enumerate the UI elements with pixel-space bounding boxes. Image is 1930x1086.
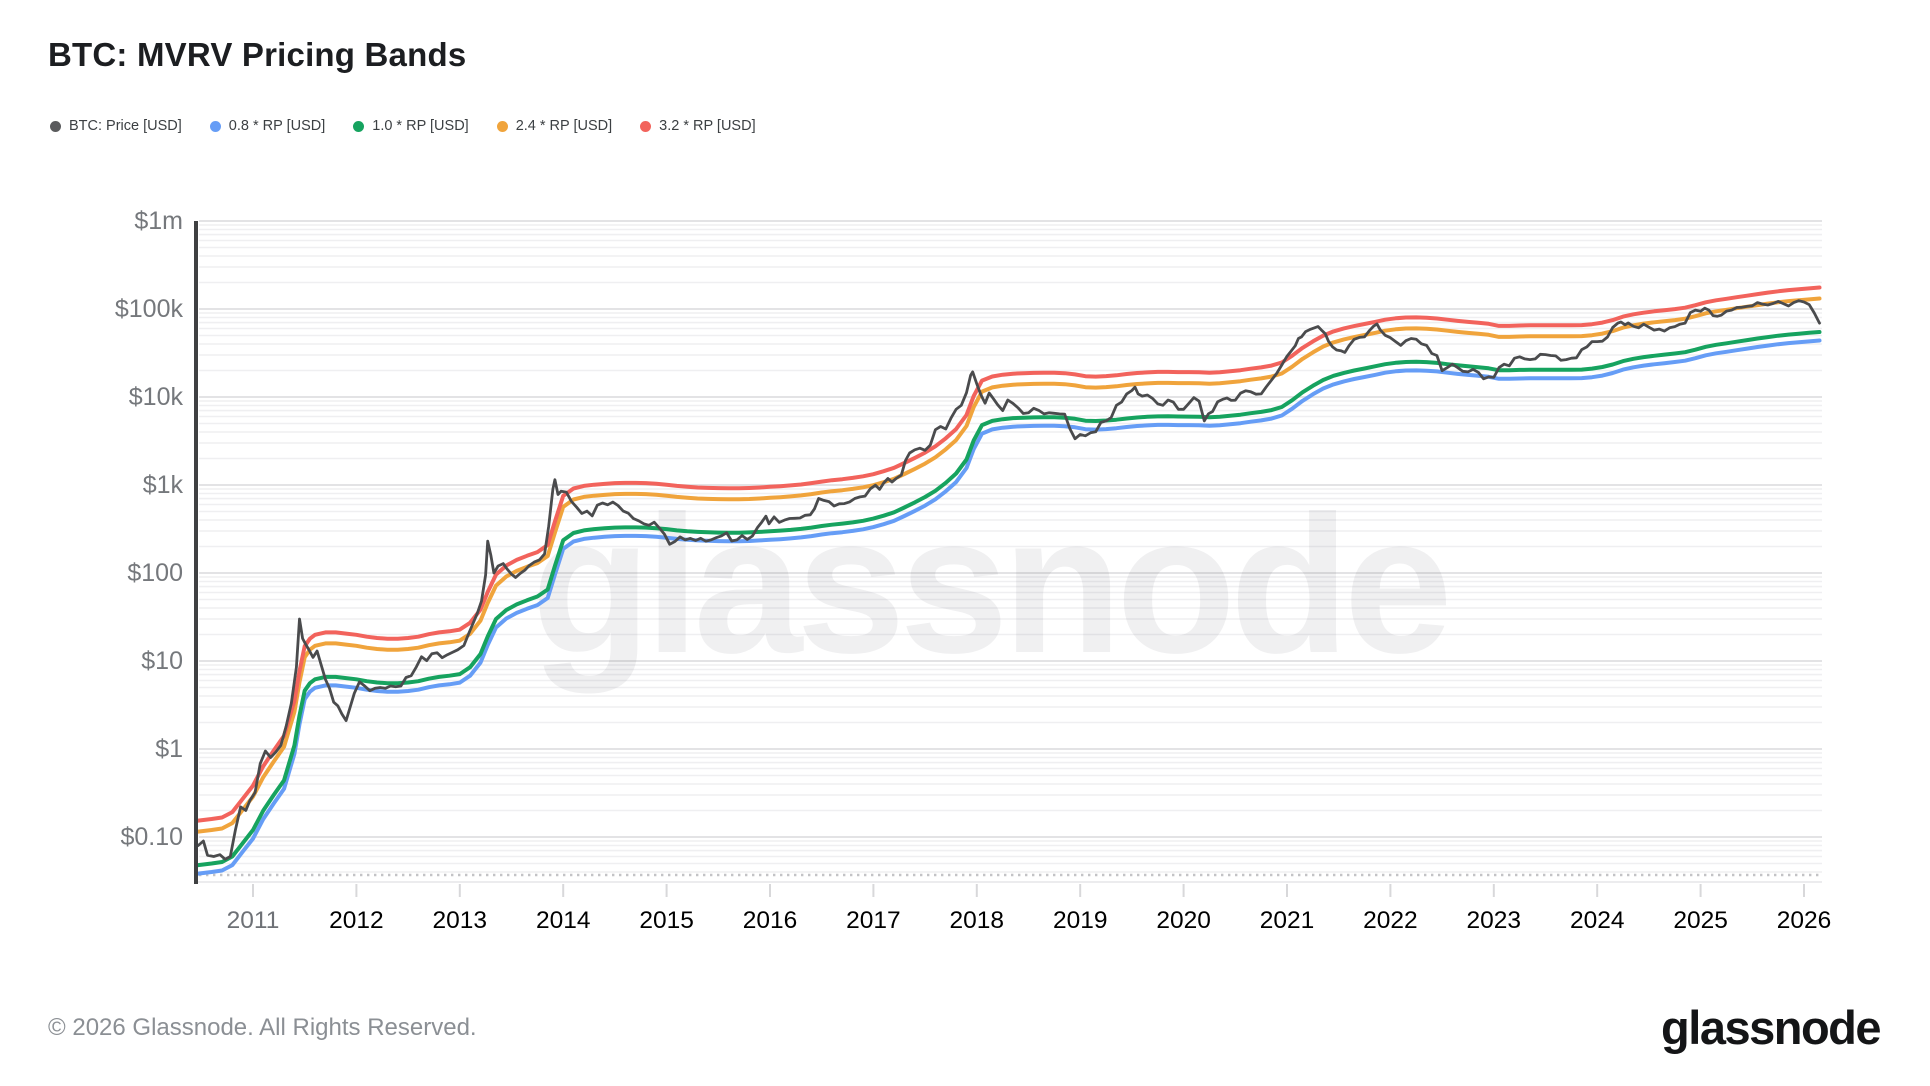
x-axis-label: 2023 xyxy=(1467,907,1522,934)
y-axis-label: $100 xyxy=(127,559,183,587)
y-axis-label: $0.10 xyxy=(120,823,183,851)
x-axis-label: 2024 xyxy=(1570,907,1625,934)
y-axis-label: $1m xyxy=(134,207,183,235)
glassnode-watermark: glassnode xyxy=(531,475,1446,694)
glassnode-logo: glassnode xyxy=(1661,1001,1881,1054)
x-axis-label: 2021 xyxy=(1260,907,1315,934)
legend-label: 1.0 * RP [USD] xyxy=(372,118,469,134)
y-axis-label: $1k xyxy=(143,471,184,499)
x-axis-label: 2013 xyxy=(433,907,488,934)
x-axis-label: 2015 xyxy=(639,907,694,934)
legend-swatch-2-4-rp-icon xyxy=(496,120,508,132)
legend-swatch-0-8-rp-icon xyxy=(209,120,221,132)
y-axis-label: $10k xyxy=(129,383,184,411)
chart-legend: BTC: Price [USD] 0.8 * RP [USD] 1.0 * RP… xyxy=(50,118,756,134)
x-axis-label: 2022 xyxy=(1363,907,1418,934)
legend-label: 3.2 * RP [USD] xyxy=(659,118,756,134)
x-axis-label: 2012 xyxy=(329,907,384,934)
series-4-line xyxy=(198,285,1822,823)
y-axis-label: $1 xyxy=(155,735,183,763)
legend-label: BTC: Price [USD] xyxy=(69,118,182,134)
x-axis-label: 2011 xyxy=(227,907,280,934)
legend-swatch-1-0-rp-icon xyxy=(353,120,365,132)
legend-swatch-3-2-rp-icon xyxy=(640,120,652,132)
legend-item-0-8-rp[interactable]: 0.8 * RP [USD] xyxy=(209,118,326,134)
legend-item-1-0-rp[interactable]: 1.0 * RP [USD] xyxy=(353,118,469,134)
series-3-line xyxy=(198,296,1822,834)
x-axis-label: 2020 xyxy=(1156,907,1211,934)
copyright-text: © 2026 Glassnode. All Rights Reserved. xyxy=(48,1014,477,1041)
y-axis-label: $100k xyxy=(115,295,184,323)
x-axis-label: 2014 xyxy=(536,907,591,934)
legend-item-2-4-rp[interactable]: 2.4 * RP [USD] xyxy=(496,118,613,134)
legend-label: 0.8 * RP [USD] xyxy=(228,118,326,134)
y-axis-label: $10 xyxy=(141,647,183,675)
legend-label: 2.4 * RP [USD] xyxy=(515,118,613,134)
x-axis-label: 2017 xyxy=(846,907,901,934)
x-axis-label: 2016 xyxy=(743,907,798,934)
legend-item-btc-price[interactable]: BTC: Price [USD] xyxy=(50,118,182,134)
x-axis-label: 2019 xyxy=(1053,907,1108,934)
series-0-line xyxy=(198,299,1821,861)
series-1-line xyxy=(198,338,1822,876)
x-axis-label: 2026 xyxy=(1777,907,1832,934)
legend-item-3-2-rp[interactable]: 3.2 * RP [USD] xyxy=(640,118,756,134)
legend-swatch-btc-price-icon xyxy=(50,120,61,132)
series-2-line xyxy=(198,330,1822,868)
x-axis-label: 2018 xyxy=(950,907,1005,934)
page-title: BTC: MVRV Pricing Bands xyxy=(48,36,467,73)
x-axis-label: 2025 xyxy=(1673,907,1728,934)
